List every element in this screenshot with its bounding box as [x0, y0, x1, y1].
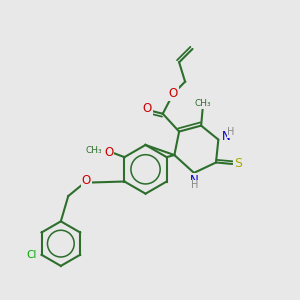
Text: N: N: [221, 130, 230, 143]
Text: S: S: [234, 157, 242, 170]
Text: O: O: [169, 87, 178, 100]
Text: H: H: [191, 180, 198, 190]
Text: CH₃: CH₃: [194, 99, 211, 108]
Text: O: O: [82, 174, 91, 187]
Text: CH₃: CH₃: [86, 146, 102, 155]
Text: N: N: [190, 174, 199, 187]
Text: O: O: [104, 146, 113, 159]
Text: H: H: [227, 127, 235, 137]
Text: Cl: Cl: [27, 250, 37, 260]
Text: O: O: [143, 102, 152, 115]
